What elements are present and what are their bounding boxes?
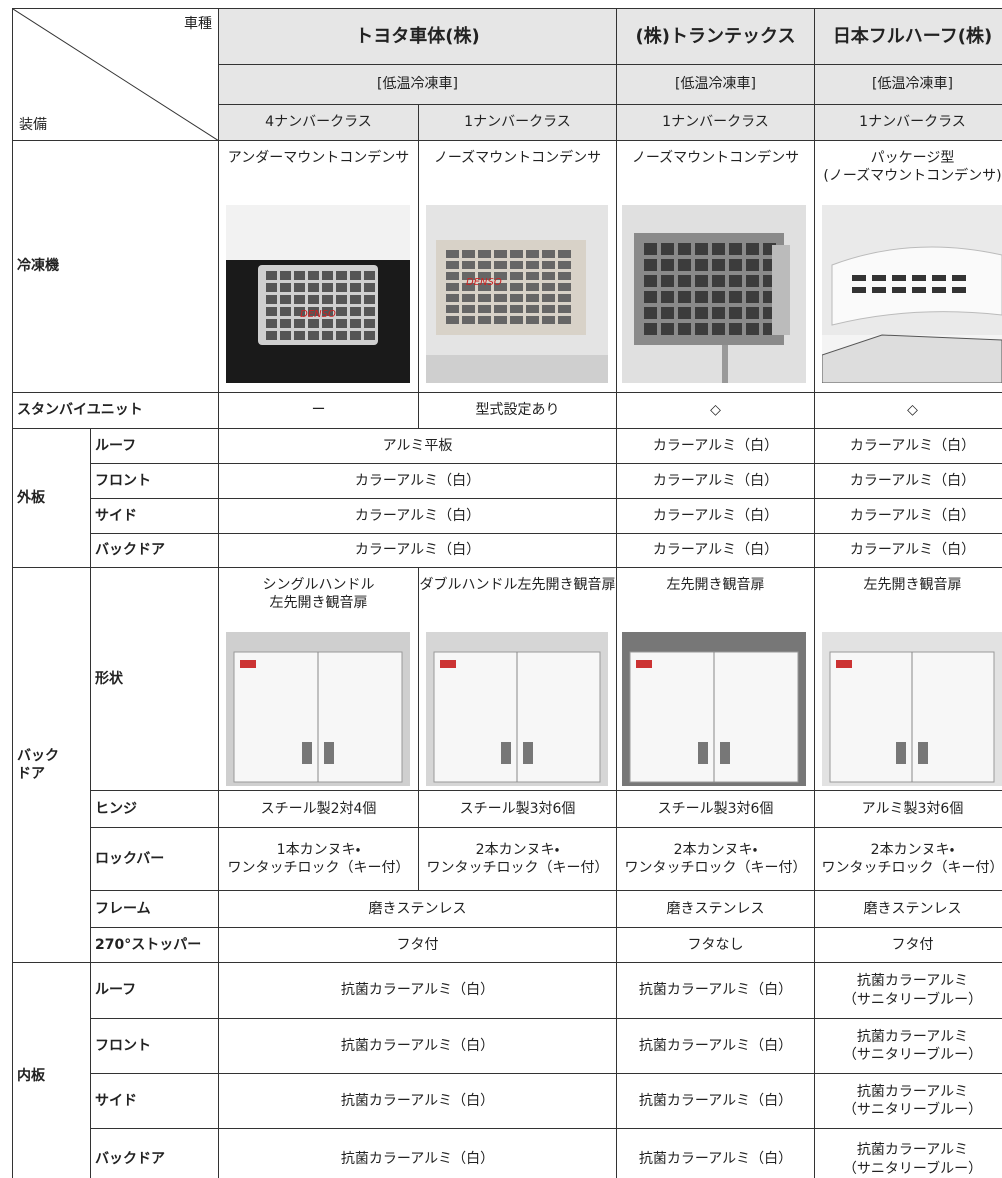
row-label: スタンバイユニット [12, 392, 219, 429]
sub-label: サイド [90, 1073, 219, 1129]
value-cell: カラーアルミ（白） [616, 428, 815, 464]
photo: DENSO [426, 205, 608, 383]
value-cell: 抗菌カラーアルミ（白） [218, 1018, 617, 1074]
body-type-header: [低温冷凍車] [616, 64, 815, 105]
svg-text:DENSO: DENSO [300, 309, 336, 320]
value-cell: 抗菌カラーアルミ （サニタリーブルー） [814, 962, 1002, 1019]
value-cell: ◇ [616, 392, 815, 429]
sub-label: ルーフ [90, 962, 219, 1019]
svg-text:DENSO: DENSO [466, 277, 502, 288]
corner-top-label: 車種 [184, 16, 212, 32]
diagonal [13, 9, 218, 140]
value-cell: カラーアルミ（白） [814, 463, 1002, 499]
sub-label: フロント [90, 1018, 219, 1074]
sub-label: バックドア [90, 1128, 219, 1178]
maker-header: (株)トランテックス [616, 8, 815, 65]
value-cell: カラーアルミ（白） [616, 463, 815, 499]
value-cell: 磨きステンレス [814, 890, 1002, 928]
sub-label: バックドア [90, 533, 219, 568]
value-cell: 型式設定あり [418, 392, 617, 429]
sub-label: サイド [90, 498, 219, 534]
value-cell: ー [218, 392, 419, 429]
group-label: 外板 [12, 428, 91, 568]
photo [622, 632, 806, 786]
value-cell: 磨きステンレス [616, 890, 815, 928]
value-cell: 抗菌カラーアルミ （サニタリーブルー） [814, 1018, 1002, 1074]
sub-label: フロント [90, 463, 219, 499]
value-cell: 抗菌カラーアルミ（白） [218, 962, 617, 1019]
photo [426, 632, 608, 786]
row-label: 冷凍機 [12, 140, 219, 393]
sub-label: 形状 [90, 567, 219, 791]
photo [622, 205, 806, 383]
value-cell: 抗菌カラーアルミ（白） [218, 1128, 617, 1178]
corner-bottom-label: 装備 [19, 116, 47, 133]
value-cell: 抗菌カラーアルミ（白） [218, 1073, 617, 1129]
value-cell: フタ付 [218, 927, 617, 963]
value-cell: 抗菌カラーアルミ（白） [616, 962, 815, 1019]
value-cell: 2本カンヌキ・ ワンタッチロック（キー付） [814, 827, 1002, 891]
value-cell: 磨きステンレス [218, 890, 617, 928]
value-cell: 抗菌カラーアルミ （サニタリーブルー） [814, 1128, 1002, 1178]
class-header: 4ナンバークラス [218, 104, 419, 141]
value-cell: カラーアルミ（白） [616, 498, 815, 534]
value-cell: アルミ製3対6個 [814, 790, 1002, 828]
sub-label: ルーフ [90, 428, 219, 464]
value-cell: フタ付 [814, 927, 1002, 963]
class-header: 1ナンバークラス [418, 104, 617, 141]
group-label: 内板 [12, 962, 91, 1178]
photo [226, 632, 410, 786]
sub-label: ヒンジ [90, 790, 219, 828]
sub-label: フレーム [90, 890, 219, 928]
value-cell: 抗菌カラーアルミ（白） [616, 1128, 815, 1178]
class-header: 1ナンバークラス [616, 104, 815, 141]
photo: DENSO [226, 205, 410, 383]
value-cell: スチール製2対4個 [218, 790, 419, 828]
group-label: バック ドア [12, 567, 91, 963]
value-cell: 抗菌カラーアルミ（白） [616, 1018, 815, 1074]
class-header: 1ナンバークラス [814, 104, 1002, 141]
value-cell: スチール製3対6個 [616, 790, 815, 828]
value-cell: 2本カンヌキ・ ワンタッチロック（キー付） [418, 827, 617, 891]
value-cell: ◇ [814, 392, 1002, 429]
value-cell: スチール製3対6個 [418, 790, 617, 828]
maker-header: 日本フルハーフ(株) [814, 8, 1002, 65]
corner-cell: 車種装備 [12, 8, 219, 141]
sub-label: 270°ストッパー [90, 927, 219, 963]
value-cell: カラーアルミ（白） [218, 533, 617, 568]
value-cell: カラーアルミ（白） [218, 463, 617, 499]
maker-header: トヨタ車体(株) [218, 8, 617, 65]
value-cell: 1本カンヌキ・ ワンタッチロック（キー付） [218, 827, 419, 891]
value-cell: カラーアルミ（白） [814, 428, 1002, 464]
photo [822, 632, 1002, 786]
value-cell: カラーアルミ（白） [814, 533, 1002, 568]
body-type-header: [低温冷凍車] [218, 64, 617, 105]
value-cell: 抗菌カラーアルミ（白） [616, 1073, 815, 1129]
value-cell: カラーアルミ（白） [814, 498, 1002, 534]
value-cell: カラーアルミ（白） [616, 533, 815, 568]
sub-label: ロックバー [90, 827, 219, 891]
value-cell: カラーアルミ（白） [218, 498, 617, 534]
value-cell: アルミ平板 [218, 428, 617, 464]
value-cell: 抗菌カラーアルミ （サニタリーブルー） [814, 1073, 1002, 1129]
value-cell: フタなし [616, 927, 815, 963]
value-cell: 2本カンヌキ・ ワンタッチロック（キー付） [616, 827, 815, 891]
body-type-header: [低温冷凍車] [814, 64, 1002, 105]
photo [822, 205, 1002, 383]
